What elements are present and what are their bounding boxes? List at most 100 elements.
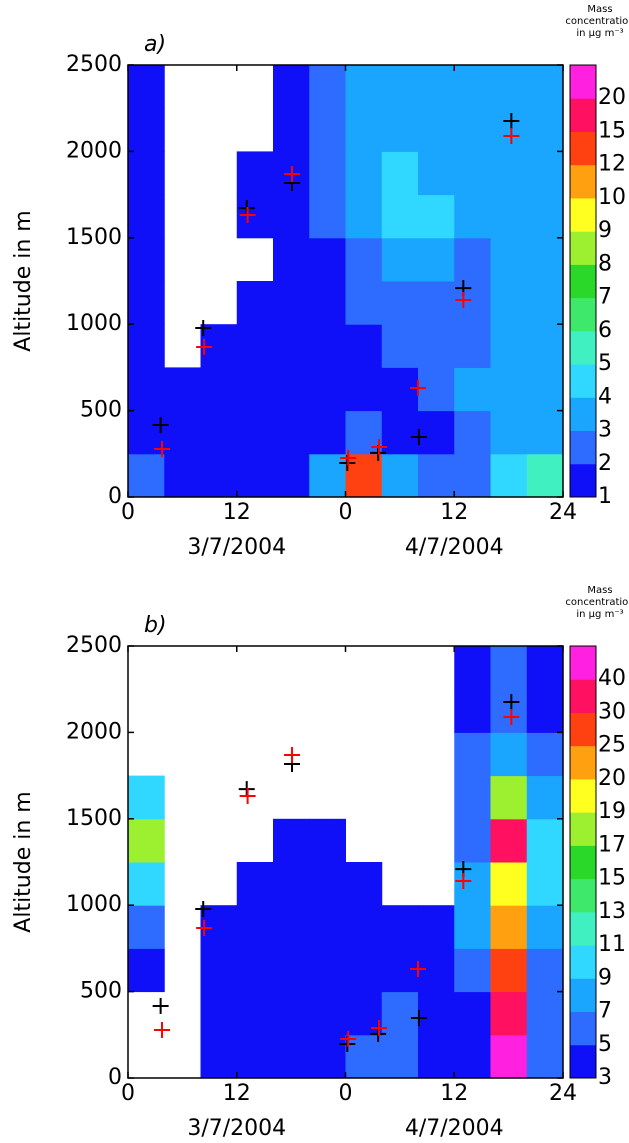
contour-cell <box>309 410 346 455</box>
x-tick-label: 12 <box>223 1081 251 1106</box>
contour-cell <box>128 905 165 949</box>
contour-cell <box>454 237 491 282</box>
contour-cell <box>526 948 564 993</box>
contour-cell <box>128 775 165 820</box>
contour-cell <box>418 281 455 325</box>
marker <box>410 1010 427 1027</box>
contour-cell <box>273 281 310 325</box>
colorbar-label: 20 <box>598 85 626 110</box>
y-tick-label: 0 <box>108 484 122 509</box>
colorbar-label: 4 <box>598 384 612 409</box>
contour-cell <box>273 905 310 949</box>
contour-cell <box>381 1034 419 1079</box>
contour-cell <box>418 194 455 239</box>
y-tick-label: 500 <box>80 398 122 423</box>
marker <box>503 128 520 145</box>
colorbar-box <box>570 463 596 498</box>
contour-cell <box>236 991 274 1036</box>
contour-cell <box>273 991 310 1036</box>
marker <box>410 379 426 396</box>
colorbar-box <box>570 845 596 880</box>
colorbar-label: 6 <box>598 318 612 343</box>
colorbar-frame <box>569 64 597 498</box>
contour-cell <box>273 237 310 282</box>
contour-cell <box>526 367 564 412</box>
colorbar-box <box>570 679 596 713</box>
contour-cell <box>309 151 346 196</box>
colorbar-box <box>570 397 596 432</box>
contour-cell <box>164 367 201 412</box>
colorbar-label: 1 <box>598 484 612 509</box>
contour-cell <box>526 991 564 1036</box>
marker <box>455 873 472 890</box>
contour-cell <box>454 905 491 949</box>
contour-cell <box>128 194 165 239</box>
contour-cell <box>200 991 238 1036</box>
contour-cell <box>381 453 419 498</box>
contour-cell <box>345 151 383 196</box>
y-tick-label: 2000 <box>66 138 122 163</box>
contour-cell <box>128 151 165 196</box>
marker <box>503 693 520 710</box>
colorbar-label: 2 <box>598 451 612 476</box>
colorbar-label: 7 <box>598 999 612 1024</box>
colorbar-box <box>570 646 596 680</box>
colorbar-box <box>570 330 596 365</box>
contour-cell <box>164 410 201 455</box>
contour-cell <box>454 108 491 152</box>
contour-cell <box>345 324 383 368</box>
colorbar-label: 8 <box>598 251 612 276</box>
marker <box>340 449 357 466</box>
colorbar-box <box>570 812 596 846</box>
contour-cell <box>381 281 419 325</box>
colorbar-label: 5 <box>598 351 612 376</box>
marker <box>371 439 388 456</box>
contour-cell <box>490 410 528 455</box>
contour-cell <box>526 281 564 325</box>
y-tick-label: 1500 <box>66 806 122 831</box>
contour-cell <box>128 410 165 455</box>
contour-cell <box>490 905 528 949</box>
contour-cell <box>490 324 528 368</box>
colorbar-title: Mass <box>587 4 612 15</box>
contour-cell <box>381 948 419 993</box>
contour-cell <box>200 1034 238 1079</box>
x-tick-label: 0 <box>121 500 135 525</box>
contour-cell <box>418 237 455 282</box>
contour-cell <box>418 948 455 993</box>
contour-cell <box>128 324 165 368</box>
contour-cell <box>381 410 419 455</box>
contour-cell <box>454 151 491 196</box>
contour-cell <box>236 281 274 325</box>
contour-cell <box>236 194 274 239</box>
colorbar-box <box>570 745 596 780</box>
contour-cell <box>454 410 491 455</box>
contour-cell <box>128 367 165 412</box>
x-group-label: 4/7/2004 <box>405 1116 504 1141</box>
contour-cell <box>526 1034 564 1079</box>
contour-cell <box>273 65 310 109</box>
contour-cell <box>381 194 419 239</box>
marker <box>371 1020 388 1037</box>
contour-cell <box>309 991 346 1036</box>
contour-cell <box>345 65 383 109</box>
contour-cell <box>273 324 310 368</box>
contour-cell <box>309 1034 346 1079</box>
contour-cell <box>454 991 491 1036</box>
colorbar-title: concentration <box>565 16 629 27</box>
colorbar-box <box>570 1011 596 1046</box>
marker <box>284 747 301 764</box>
y-tick-label: 0 <box>108 1065 122 1090</box>
contour-cell <box>273 818 310 863</box>
contour-cell <box>526 646 564 690</box>
contour-cell <box>526 732 564 777</box>
contour-cell <box>273 1034 310 1079</box>
marker <box>455 292 472 309</box>
marker <box>153 1021 170 1038</box>
contour-cell <box>490 775 528 820</box>
contour-cell <box>128 65 165 109</box>
colorbar-label: 15 <box>598 866 626 891</box>
contour-cell <box>128 453 165 498</box>
contour-cell <box>200 410 238 455</box>
